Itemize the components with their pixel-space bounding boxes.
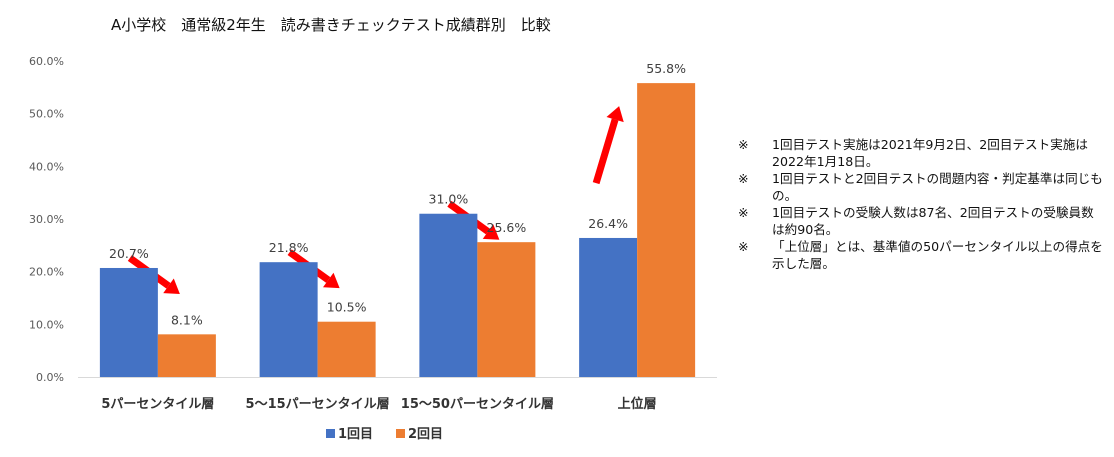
note-item: ※ 「上位層」とは、基準値の50パーセンタイル以上の得点を示した層。: [738, 238, 1104, 272]
y-tick-label: 0.0%: [36, 371, 64, 384]
arrow-head: [163, 278, 180, 294]
arrow-shaft: [592, 118, 619, 185]
y-tick-label: 60.0%: [29, 55, 64, 68]
x-axis: 5パーセンタイル層 5～15パーセンタイル層 15～50パーセンタイル層 上位層: [101, 396, 656, 412]
data-label: 26.4%: [588, 216, 628, 231]
y-tick-label: 50.0%: [29, 108, 64, 121]
note-text: 1回目テストの受験人数は87名、2回目テストの受験員数は約90名。: [772, 205, 1094, 237]
note-item: ※ 1回目テスト実施は2021年9月2日、2回目テスト実施は2022年1月18日。: [738, 136, 1104, 170]
note-mark: ※: [738, 239, 749, 254]
data-labels: 20.7% 8.1% 21.8% 10.5% 31.0% 25.6% 26.4% 55.8%: [109, 61, 686, 327]
note-text: 1回目テスト実施は2021年9月2日、2回目テスト実施は2022年1月18日。: [772, 137, 1088, 169]
arrow-head: [323, 272, 340, 289]
y-tick-label: 40.0%: [29, 160, 64, 173]
category-label: 15～50パーセンタイル層: [401, 397, 554, 412]
chart-title: A小学校 通常級2年生 読み書きチェックテスト成績群別 比較: [111, 16, 551, 34]
bar-1: [419, 213, 478, 377]
arrow-head: [606, 106, 624, 123]
note-mark: ※: [738, 171, 749, 186]
legend: 1回目 2回目: [326, 427, 443, 442]
note-item: ※ 1回目テストと2回目テストの問題内容・判定基準は同じもの。: [738, 170, 1104, 204]
data-label: 10.5%: [327, 300, 367, 315]
legend-label: 2回目: [408, 427, 443, 442]
arrow-head: [482, 224, 500, 240]
y-tick-label: 10.0%: [29, 318, 64, 331]
data-label: 55.8%: [646, 61, 686, 76]
data-label: 31.0%: [429, 192, 469, 207]
legend-label: 1回目: [338, 427, 373, 442]
notes-panel: ※ 1回目テスト実施は2021年9月2日、2回目テスト実施は2022年1月18日。…: [738, 136, 1104, 272]
note-item: ※ 1回目テストの受験人数は87名、2回目テストの受験員数は約90名。: [738, 204, 1104, 238]
y-tick-label: 20.0%: [29, 266, 64, 279]
bar-1: [99, 267, 158, 377]
category-label: 上位層: [618, 396, 657, 412]
data-label: 25.6%: [487, 220, 527, 235]
bar-2: [637, 83, 696, 378]
bar-2: [157, 334, 216, 377]
note-mark: ※: [738, 205, 749, 220]
y-tick-label: 30.0%: [29, 213, 64, 226]
bar-2: [477, 242, 536, 377]
category-label: 5パーセンタイル層: [101, 397, 214, 412]
bar-1: [259, 262, 318, 377]
data-label: 20.7%: [109, 246, 149, 261]
legend-swatch: [326, 429, 335, 438]
category-label: 5～15パーセンタイル層: [246, 397, 390, 412]
legend-swatch: [396, 429, 405, 438]
trend-arrows: [127, 106, 624, 294]
note-text: 1回目テストと2回目テストの問題内容・判定基準は同じもの。: [772, 171, 1103, 203]
note-text: 「上位層」とは、基準値の50パーセンタイル以上の得点を示した層。: [772, 239, 1103, 271]
note-mark: ※: [738, 137, 749, 152]
bar-2: [317, 321, 376, 377]
bars: [99, 83, 696, 378]
y-axis: 0.0% 10.0% 20.0% 30.0% 40.0% 50.0% 60.0%: [29, 55, 717, 384]
bar-1: [579, 237, 638, 377]
data-label: 8.1%: [171, 312, 203, 327]
data-label: 21.8%: [269, 240, 309, 255]
